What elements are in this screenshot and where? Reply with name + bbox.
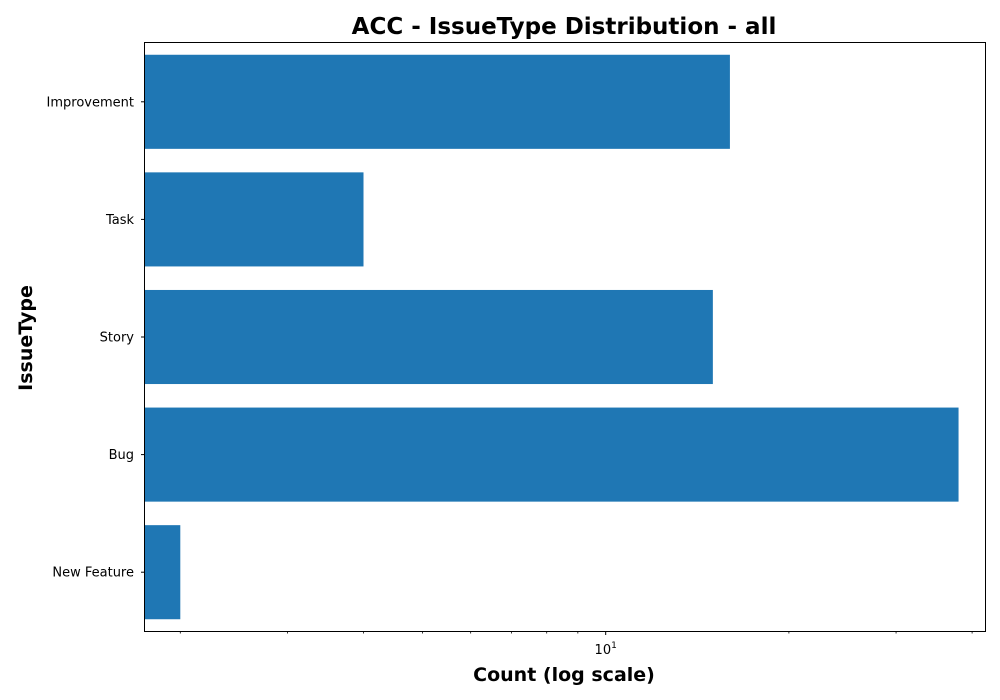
ticks-layer: New Feature Bug Story Task Improvement 101 [47, 95, 973, 658]
y-tick-label: Task [105, 213, 135, 228]
y-tick-label: Bug [109, 448, 134, 463]
bar-improvement [145, 54, 730, 149]
bar-story [145, 289, 713, 385]
y-tick-label: Improvement [47, 95, 134, 110]
x-tick-label: 101 [595, 641, 617, 658]
chart-title: ACC - IssueType Distribution - all [352, 14, 777, 40]
plot-frame [144, 42, 986, 632]
bars-layer [145, 54, 959, 620]
bar-bug [145, 407, 959, 502]
x-axis-label: Count (log scale) [473, 664, 655, 686]
y-axis-label: IssueType [15, 285, 37, 391]
y-tick-label: Story [100, 331, 135, 346]
bar-new-feature [145, 525, 181, 620]
y-tick-label: New Feature [52, 566, 134, 581]
bar-task [145, 172, 364, 267]
